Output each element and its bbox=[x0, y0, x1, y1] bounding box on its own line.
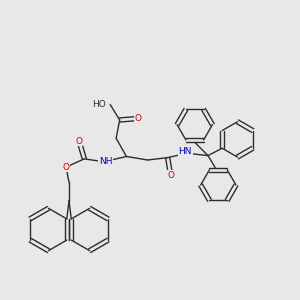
Text: HN: HN bbox=[178, 147, 192, 156]
Text: O: O bbox=[63, 163, 70, 172]
Text: NH: NH bbox=[99, 157, 112, 166]
Text: O: O bbox=[76, 137, 82, 146]
Text: O: O bbox=[167, 171, 174, 180]
Text: HO: HO bbox=[92, 100, 106, 109]
Text: O: O bbox=[134, 114, 141, 123]
